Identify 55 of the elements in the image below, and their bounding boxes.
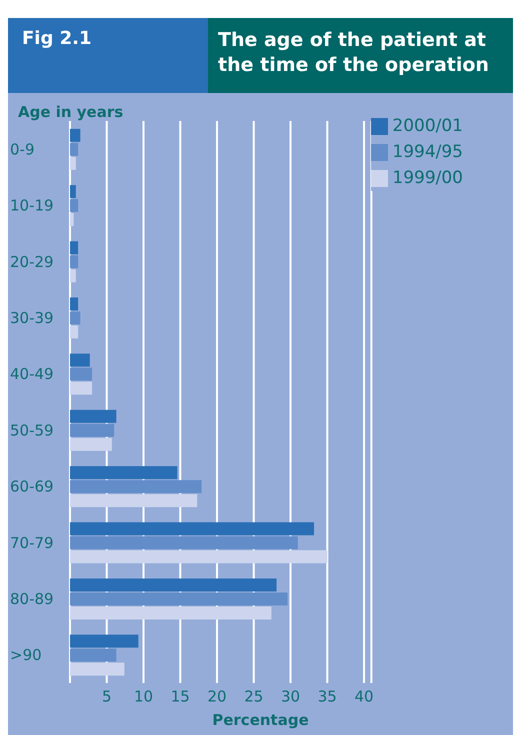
bar <box>70 522 314 536</box>
bar <box>70 241 78 254</box>
y-tick-label: 0-9 <box>10 140 34 158</box>
bar <box>70 466 178 480</box>
bar <box>70 213 74 226</box>
bar <box>70 185 76 198</box>
y-axis-title: Age in years <box>18 103 124 121</box>
bar <box>70 592 288 606</box>
y-tick-label: 20-29 <box>10 252 54 271</box>
y-tick-label: >90 <box>10 646 42 664</box>
bar <box>70 480 202 494</box>
y-tick-label: 80-89 <box>10 590 54 608</box>
bar <box>70 494 198 508</box>
x-axis-title: Percentage <box>211 711 310 731</box>
bar <box>70 606 272 620</box>
x-tick-label: 40 <box>354 688 374 706</box>
bar <box>70 648 116 662</box>
bar <box>70 424 114 437</box>
bar <box>70 156 76 170</box>
bar <box>70 578 277 592</box>
bar <box>70 536 298 550</box>
bar <box>70 662 124 676</box>
y-tick-label: 40-49 <box>10 365 54 384</box>
y-tick-label: 30-39 <box>10 309 54 328</box>
bar <box>70 297 78 310</box>
bar <box>70 325 78 338</box>
legend-label: 1994/95 <box>392 142 463 162</box>
bar <box>70 354 90 367</box>
x-tick-label: 25 <box>244 688 264 706</box>
bar <box>70 382 92 395</box>
bar <box>70 255 78 268</box>
bar <box>70 269 76 282</box>
x-tick-label: 35 <box>318 688 337 706</box>
bar <box>70 311 80 324</box>
x-tick-label: 10 <box>134 688 154 706</box>
bar <box>70 128 80 142</box>
bar <box>70 634 138 648</box>
y-tick-label: 70-79 <box>10 534 54 552</box>
y-tick-label: 50-59 <box>10 421 54 440</box>
caption: Fig 2.1 <box>8 18 208 93</box>
x-tick-label: 20 <box>207 688 227 706</box>
legend-label: 2000/01 <box>392 116 463 136</box>
x-tick-label: 30 <box>280 688 300 706</box>
x-tick-label: 15 <box>170 688 190 706</box>
y-tick-label: 60-69 <box>10 478 54 496</box>
bar <box>70 199 78 212</box>
legend-label: 1999/00 <box>392 168 463 188</box>
y-tick-label: 10-19 <box>10 196 54 215</box>
chart-title: The age of the patient at the time of the operation <box>208 18 513 93</box>
bar <box>70 410 116 423</box>
bar <box>70 438 112 451</box>
bar <box>70 368 92 381</box>
bar <box>70 550 328 564</box>
bar <box>70 142 78 156</box>
x-tick-label: 5 <box>102 688 112 706</box>
